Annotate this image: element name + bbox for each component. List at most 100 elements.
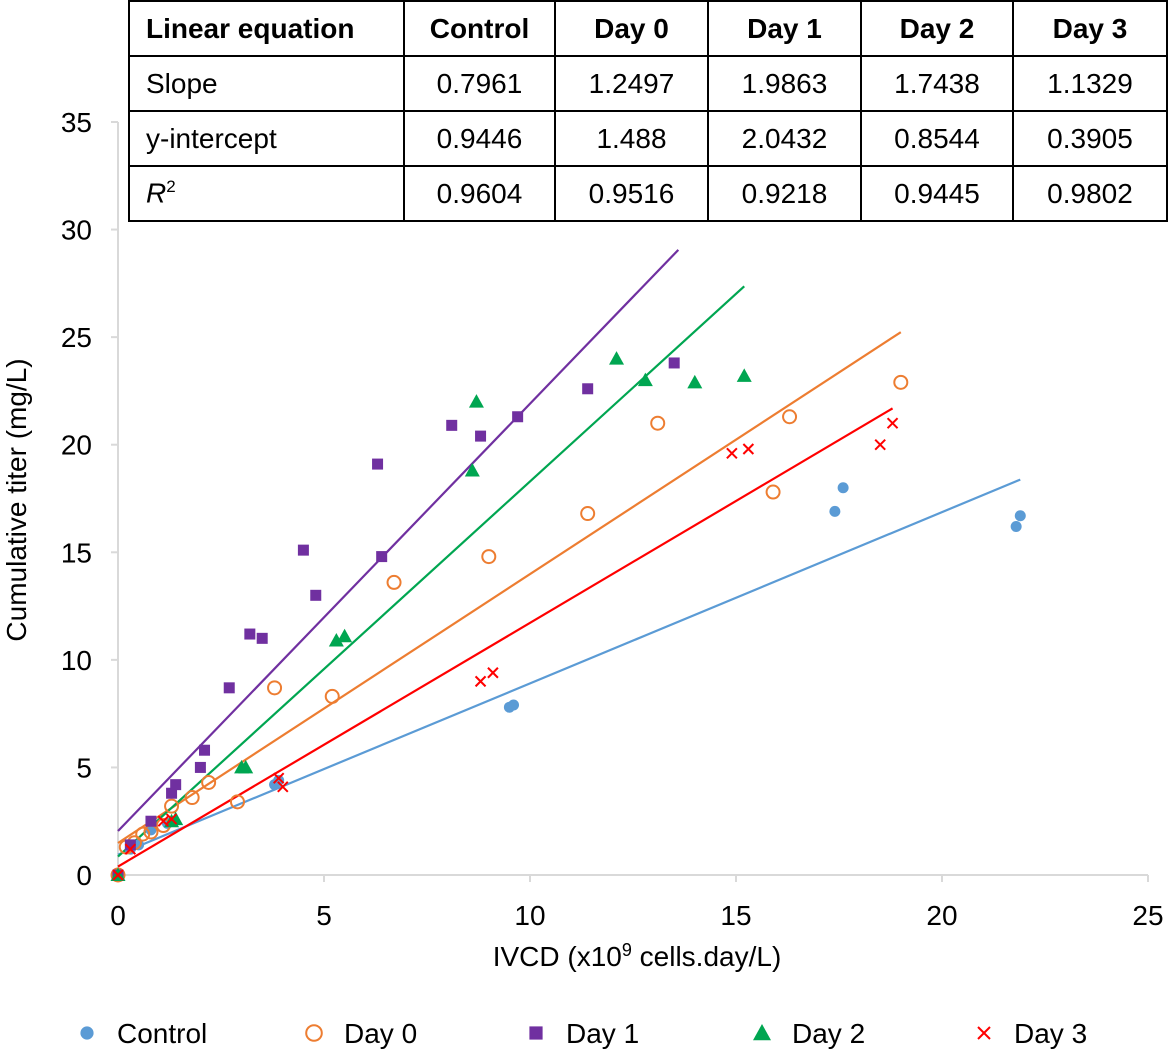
data-point-day-1 (124, 839, 136, 851)
legend: Control Day 0 Day 1 Day 2 Day 3 (80, 1018, 1087, 1049)
data-point-day-1 (256, 632, 268, 644)
data-point-day-3 (157, 815, 170, 827)
data-point-day-2 (468, 394, 484, 408)
data-point-day-1 (310, 589, 322, 601)
data-point-day-0 (201, 774, 217, 790)
x-tick-label: 0 (110, 900, 126, 931)
table-cell: 1.7438 (860, 55, 1014, 112)
r-superscript: 2 (166, 177, 176, 197)
data-point-day-1 (512, 411, 524, 423)
fit-lines (117, 249, 1021, 868)
fit-line-day-1 (117, 249, 680, 832)
data-point-day-3 (124, 843, 137, 855)
data-point-control (1014, 510, 1026, 522)
data-point-day-3 (874, 439, 886, 451)
data-point-day-2 (687, 374, 703, 389)
legend-marker-day-0 (305, 1024, 323, 1042)
legend-label-day-1: Day 1 (566, 1018, 639, 1049)
x-axis-label-units: cells.day/L) (632, 941, 781, 972)
table-header-cell: Day 0 (554, 0, 709, 57)
data-point-day-1 (446, 419, 458, 431)
data-point-day-0 (893, 374, 909, 390)
data-point-day-1 (668, 357, 680, 369)
data-point-day-2 (337, 628, 353, 643)
y-tick-label: 20 (61, 430, 92, 461)
data-point-day-1 (582, 383, 594, 395)
data-point-day-2 (736, 368, 752, 382)
fit-line-day-3 (117, 407, 894, 868)
data-point-day-0 (782, 409, 798, 425)
table-cell: 2.0432 (707, 110, 862, 167)
table-cell: 0.9445 (860, 165, 1014, 222)
table-header-cell: Linear equation (128, 0, 405, 57)
data-point-day-0 (386, 574, 402, 590)
data-point-day-0 (481, 549, 497, 565)
table-header-cell: Day 3 (1012, 0, 1168, 57)
legend-marker-day-3 (977, 1026, 991, 1040)
data-point-day-0 (229, 794, 245, 810)
x-tick-label: 15 (720, 900, 751, 931)
legend-marker-control (80, 1026, 94, 1040)
linear-equation-table: Linear equation Control Day 0 Day 1 Day … (128, 0, 1168, 222)
table-cell: 0.9802 (1012, 165, 1168, 222)
data-point-day-1 (170, 779, 182, 791)
y-axis-label: Cumulative titer (mg/L) (1, 358, 32, 641)
data-point-control (837, 482, 849, 494)
table-row-r-squared: R2 0.9604 0.9516 0.9218 0.9445 0.9802 (128, 165, 1168, 222)
fit-line-control (117, 478, 1021, 856)
data-point-day-1 (194, 761, 206, 773)
table-cell: 0.8544 (860, 110, 1014, 167)
x-tick-label: 10 (514, 900, 545, 931)
table-cell: 0.9516 (554, 165, 709, 222)
data-point-day-2 (168, 811, 184, 826)
data-point-day-1 (372, 458, 384, 470)
y-tick-label: 15 (61, 537, 92, 568)
y-tick-label: 10 (61, 645, 92, 676)
y-tick-label: 35 (61, 107, 92, 138)
r-symbol: R (146, 177, 167, 209)
data-point-day-0 (324, 688, 340, 704)
data-point-day-1 (199, 744, 211, 756)
table-row-label: Slope (128, 55, 405, 112)
fit-line-day-0 (117, 331, 902, 844)
fit-line-day-2 (117, 285, 745, 858)
table-row-y-intercept: y-intercept 0.9446 1.488 2.0432 0.8544 0… (128, 110, 1168, 167)
data-point-control (1010, 520, 1022, 532)
data-point-day-0 (267, 680, 283, 696)
table-cell: 1.488 (554, 110, 709, 167)
y-tick-label: 5 (76, 752, 92, 783)
data-point-day-1 (297, 544, 309, 556)
table-cell: 0.3905 (1012, 110, 1168, 167)
y-tick-label: 25 (61, 322, 92, 353)
data-point-day-3 (112, 869, 124, 881)
table-cell: 1.9863 (707, 55, 862, 112)
legend-label-day-2: Day 2 (792, 1018, 865, 1049)
data-point-day-3 (272, 772, 285, 784)
table-cell: 0.9604 (403, 165, 556, 222)
data-point-day-1 (376, 551, 388, 563)
data-point-day-1 (145, 815, 157, 827)
data-point-day-0 (580, 506, 596, 522)
data-point-day-1 (166, 787, 178, 799)
table-row-slope: Slope 0.7961 1.2497 1.9863 1.7438 1.1329 (128, 55, 1168, 112)
table-cell: 0.9218 (707, 165, 862, 222)
table-header-row: Linear equation Control Day 0 Day 1 Day … (128, 0, 1168, 57)
data-point-day-0 (184, 790, 200, 806)
legend-label-day-3: Day 3 (1014, 1018, 1087, 1049)
data-point-control (273, 774, 285, 786)
data-points (110, 351, 1026, 883)
data-point-day-0 (765, 484, 781, 500)
table-cell: 0.7961 (403, 55, 556, 112)
table-row-label: R2 (128, 165, 405, 222)
x-axis-label: IVCD (x109 cells.day/L) (493, 940, 782, 972)
data-point-day-3 (742, 443, 755, 455)
table-cell: 1.2497 (554, 55, 709, 112)
x-axis-label-superscript: 9 (622, 940, 632, 960)
legend-label-control: Control (117, 1018, 207, 1049)
data-point-day-2 (328, 632, 344, 647)
data-point-day-0 (650, 415, 666, 431)
legend-label-day-0: Day 0 (344, 1018, 417, 1049)
table-row-label: y-intercept (128, 110, 405, 167)
data-point-day-2 (464, 463, 480, 477)
